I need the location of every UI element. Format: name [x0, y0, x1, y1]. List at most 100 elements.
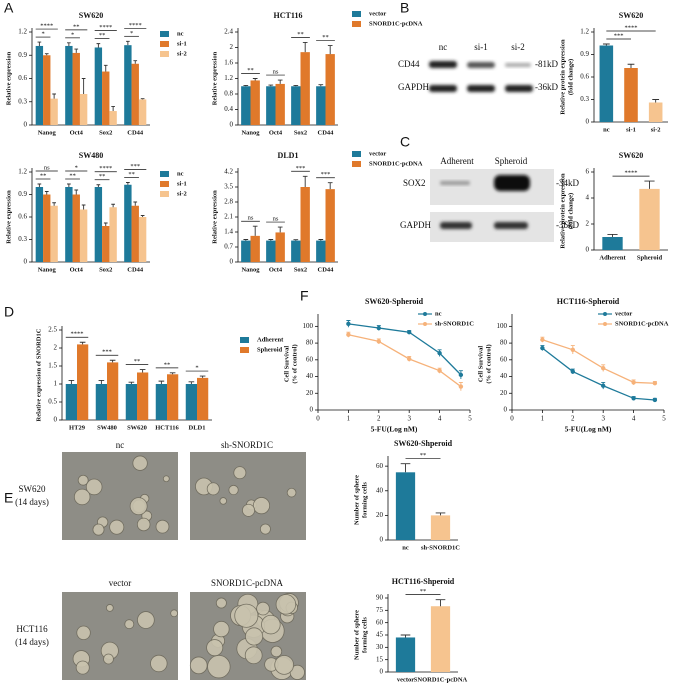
bar: [109, 207, 117, 262]
sphere: [85, 478, 103, 496]
sphere: [259, 523, 271, 535]
significance-label: **: [164, 361, 171, 368]
legend-swatch: [240, 337, 249, 343]
sphere: [275, 594, 297, 615]
sphere: [162, 475, 170, 483]
y-tick-label: 6: [586, 168, 590, 176]
x-tick-label: HCT116: [155, 424, 179, 431]
bar: [95, 384, 107, 420]
error-bar: [67, 42, 71, 46]
x-tick-label: 1: [347, 415, 351, 423]
y-tick-label: 2: [586, 220, 590, 228]
error-bar: [44, 53, 49, 56]
error-bar: [252, 78, 258, 81]
error-bar: [37, 183, 42, 187]
point: [458, 384, 464, 389]
error-bar: [96, 43, 101, 48]
x-tick-label: Oct4: [269, 266, 283, 273]
point: [437, 368, 442, 373]
chart-title: SW620: [619, 11, 643, 20]
bar: [395, 472, 416, 540]
significance-label: ****: [625, 170, 638, 177]
bar: [72, 194, 80, 262]
bar: [35, 45, 44, 126]
size-label: -34kD: [556, 178, 579, 188]
bar: [316, 86, 326, 125]
x-tick-label: Oct4: [70, 266, 84, 273]
sphere: [73, 488, 91, 506]
y-tick-label: 60: [306, 355, 314, 363]
y-tick-label: 0.9: [18, 51, 27, 59]
y-tick-label: 0.8: [224, 90, 233, 98]
significance-label: ns: [44, 164, 50, 171]
y-tick-label: 0: [24, 121, 28, 129]
legend-label: si-2: [177, 50, 187, 57]
y-tick-label: 20: [500, 389, 508, 397]
y-tick-label: 0: [586, 118, 590, 126]
bar: [43, 194, 51, 262]
line: [348, 323, 462, 376]
error-bar: [128, 381, 135, 384]
lane-label: Spheroid: [495, 156, 528, 166]
bar: [602, 237, 623, 250]
y-tick-label: 2.1: [224, 213, 233, 221]
bar: [316, 240, 326, 262]
legend-marker: [603, 312, 607, 316]
error-bar: [277, 226, 283, 233]
point: [540, 337, 545, 342]
chart-title: SW620-Spheroid: [365, 297, 424, 306]
x-tick-label: 3: [407, 415, 411, 423]
x-tick-label: Nanog: [38, 129, 57, 136]
panel-label: E: [4, 490, 13, 506]
point: [407, 356, 412, 362]
x-tick-label: 1: [541, 415, 545, 423]
y-tick-label: 1.4: [224, 228, 233, 236]
band: [440, 222, 472, 229]
bar: [50, 98, 58, 125]
sphere: [206, 482, 220, 496]
x-tick-label: 2: [377, 415, 381, 423]
bar: [72, 52, 80, 125]
protein-label: GAPDH: [400, 220, 432, 230]
error-bar: [126, 40, 130, 46]
error-bar: [52, 202, 56, 206]
legend-marker: [423, 322, 427, 326]
band: [429, 85, 457, 92]
band: [440, 181, 470, 185]
y-axis-label: Relative expression: [211, 190, 218, 244]
y-tick-label: 0: [24, 258, 28, 266]
sphere: [213, 620, 230, 638]
chart-title: SW620: [79, 11, 103, 20]
bar: [300, 52, 310, 125]
bar: [65, 45, 73, 126]
bar: [124, 184, 132, 262]
y-axis-label: forming cells: [361, 482, 368, 518]
y-tick-label: 40: [500, 372, 508, 380]
bar: [291, 86, 301, 125]
bar: [50, 205, 58, 262]
point: [652, 397, 658, 403]
bar: [250, 235, 260, 262]
significance-label: **: [99, 32, 106, 39]
blot-b: nc si-1 si-2 CD44 GAPDH -81kD -36kD: [398, 42, 558, 92]
sphere: [286, 487, 297, 498]
error-bar: [111, 203, 115, 208]
y-tick-label: 1.2: [580, 28, 589, 36]
point: [570, 369, 575, 374]
y-tick-label: 0.3: [18, 235, 27, 243]
y-tick-label: 40: [376, 486, 384, 494]
y-tick-label: 0: [230, 258, 234, 266]
legend-label: vector: [369, 150, 386, 157]
error-bar: [199, 375, 206, 378]
bar: [325, 189, 335, 262]
y-tick-label: 90: [376, 594, 384, 602]
chart-title: SW620-Shperoid: [394, 439, 453, 448]
bar: [131, 205, 139, 262]
significance-label: ****: [99, 165, 112, 172]
y-tick-label: 0.9: [580, 50, 589, 58]
y-tick-label: 40: [306, 372, 314, 380]
x-tick-label: Nanog: [241, 266, 260, 273]
x-axis-label: 5-FU(Log nM): [371, 425, 418, 434]
point: [652, 381, 658, 386]
y-tick-label: 2: [230, 43, 234, 51]
